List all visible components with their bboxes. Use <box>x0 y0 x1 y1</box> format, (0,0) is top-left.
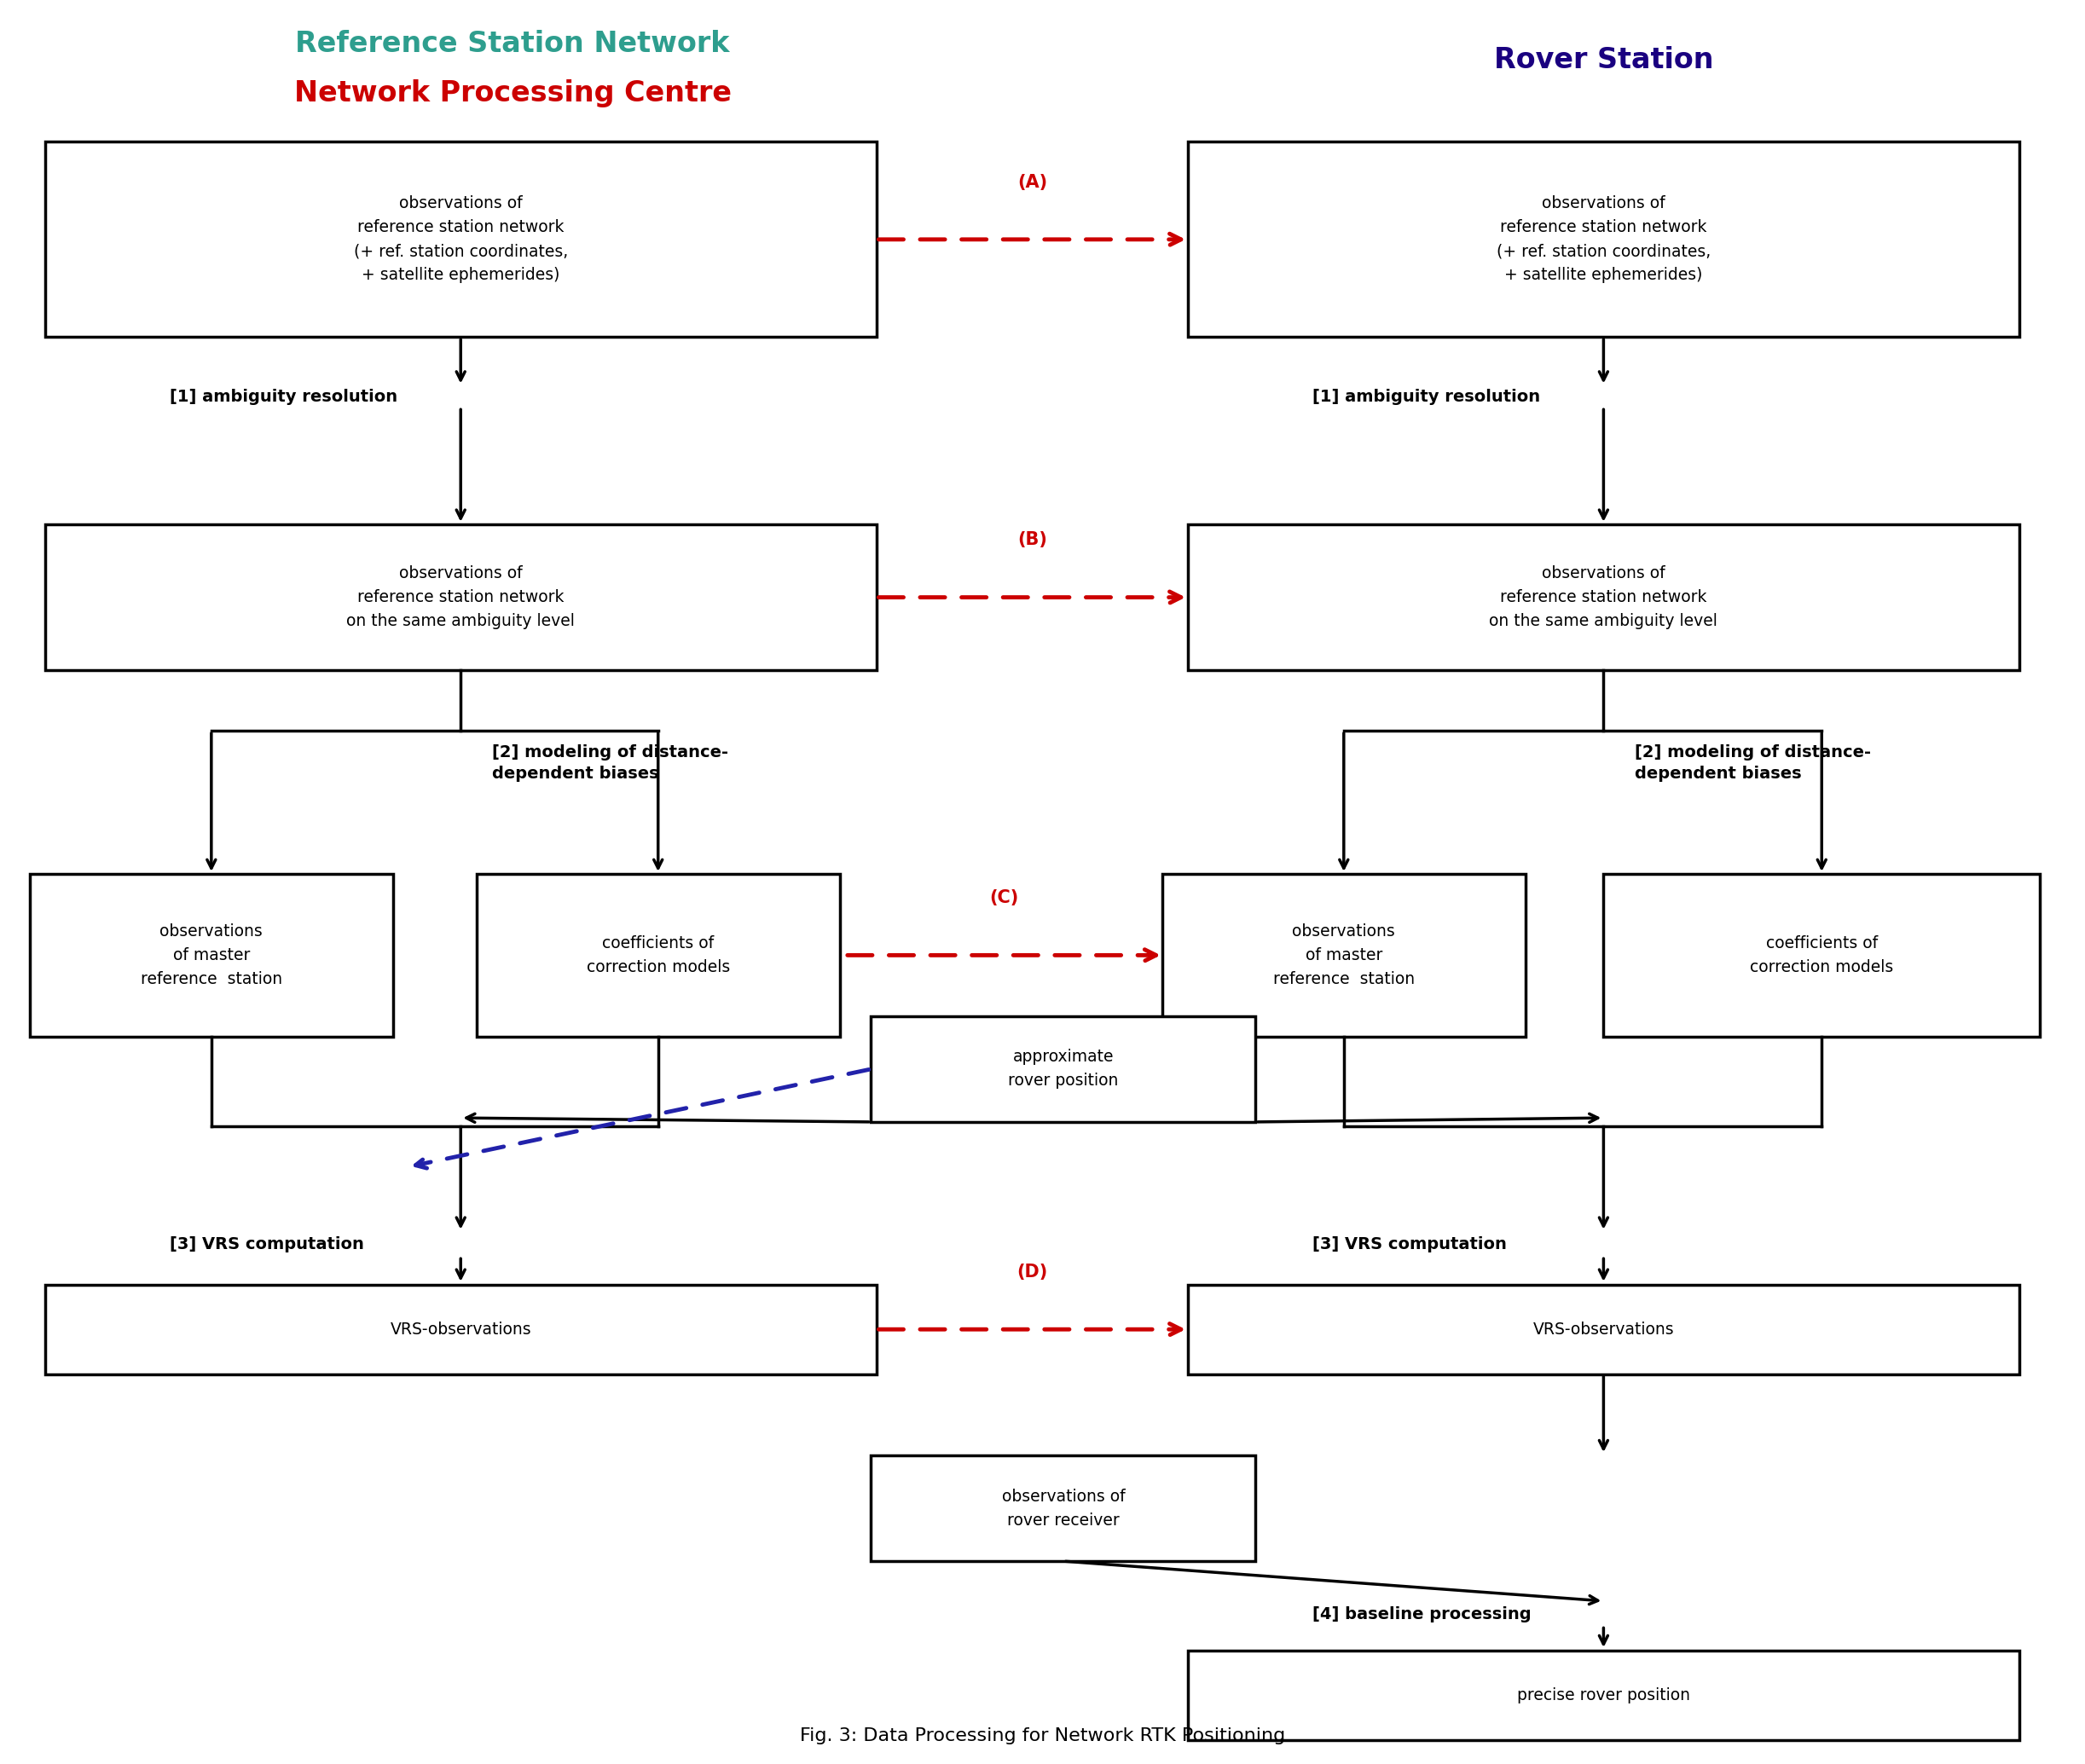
Text: [3] VRS computation: [3] VRS computation <box>1314 1237 1507 1252</box>
Text: observations of
reference station network
on the same ambiguity level: observations of reference station networ… <box>346 564 575 630</box>
Text: [1] ambiguity resolution: [1] ambiguity resolution <box>169 390 398 406</box>
FancyBboxPatch shape <box>1603 873 2039 1037</box>
Text: coefficients of
correction models: coefficients of correction models <box>1749 935 1893 975</box>
Text: observations
of master
reference  station: observations of master reference station <box>140 923 281 988</box>
Text: (B): (B) <box>1017 531 1047 549</box>
Text: VRS-observations: VRS-observations <box>390 1321 532 1337</box>
FancyBboxPatch shape <box>1188 141 2018 337</box>
Text: (C): (C) <box>990 889 1020 907</box>
Text: [2] modeling of distance-
dependent biases: [2] modeling of distance- dependent bias… <box>1635 744 1870 781</box>
Text: precise rover position: precise rover position <box>1518 1688 1691 1704</box>
FancyBboxPatch shape <box>46 524 876 670</box>
FancyBboxPatch shape <box>1188 1651 2018 1739</box>
Text: VRS-observations: VRS-observations <box>1532 1321 1674 1337</box>
Text: Network Processing Centre: Network Processing Centre <box>294 79 732 108</box>
FancyBboxPatch shape <box>46 141 876 337</box>
FancyBboxPatch shape <box>872 1455 1255 1561</box>
Text: Rover Station: Rover Station <box>1493 46 1714 74</box>
Text: observations of
reference station network
(+ ref. station coordinates,
+ satelli: observations of reference station networ… <box>354 196 567 284</box>
FancyBboxPatch shape <box>1188 1284 2018 1374</box>
FancyBboxPatch shape <box>46 1284 876 1374</box>
FancyBboxPatch shape <box>872 1016 1255 1122</box>
Text: [2] modeling of distance-
dependent biases: [2] modeling of distance- dependent bias… <box>492 744 728 781</box>
FancyBboxPatch shape <box>475 873 840 1037</box>
Text: [4] baseline processing: [4] baseline processing <box>1314 1605 1532 1623</box>
Text: Fig. 3: Data Processing for Network RTK Positioning: Fig. 3: Data Processing for Network RTK … <box>801 1727 1284 1745</box>
Text: [1] ambiguity resolution: [1] ambiguity resolution <box>1314 390 1541 406</box>
Text: [3] VRS computation: [3] VRS computation <box>169 1237 365 1252</box>
Text: observations of
reference station network
on the same ambiguity level: observations of reference station networ… <box>1489 564 1718 630</box>
Text: (D): (D) <box>1017 1263 1047 1281</box>
FancyBboxPatch shape <box>1188 524 2018 670</box>
Text: observations of
rover receiver: observations of rover receiver <box>1001 1489 1126 1528</box>
FancyBboxPatch shape <box>29 873 394 1037</box>
FancyBboxPatch shape <box>1161 873 1526 1037</box>
Text: Reference Station Network: Reference Station Network <box>296 30 730 58</box>
Text: observations
of master
reference  station: observations of master reference station <box>1274 923 1414 988</box>
Text: observations of
reference station network
(+ ref. station coordinates,
+ satelli: observations of reference station networ… <box>1497 196 1710 284</box>
Text: approximate
rover position: approximate rover position <box>1009 1050 1118 1088</box>
Text: (A): (A) <box>1017 173 1047 191</box>
Text: coefficients of
correction models: coefficients of correction models <box>586 935 730 975</box>
